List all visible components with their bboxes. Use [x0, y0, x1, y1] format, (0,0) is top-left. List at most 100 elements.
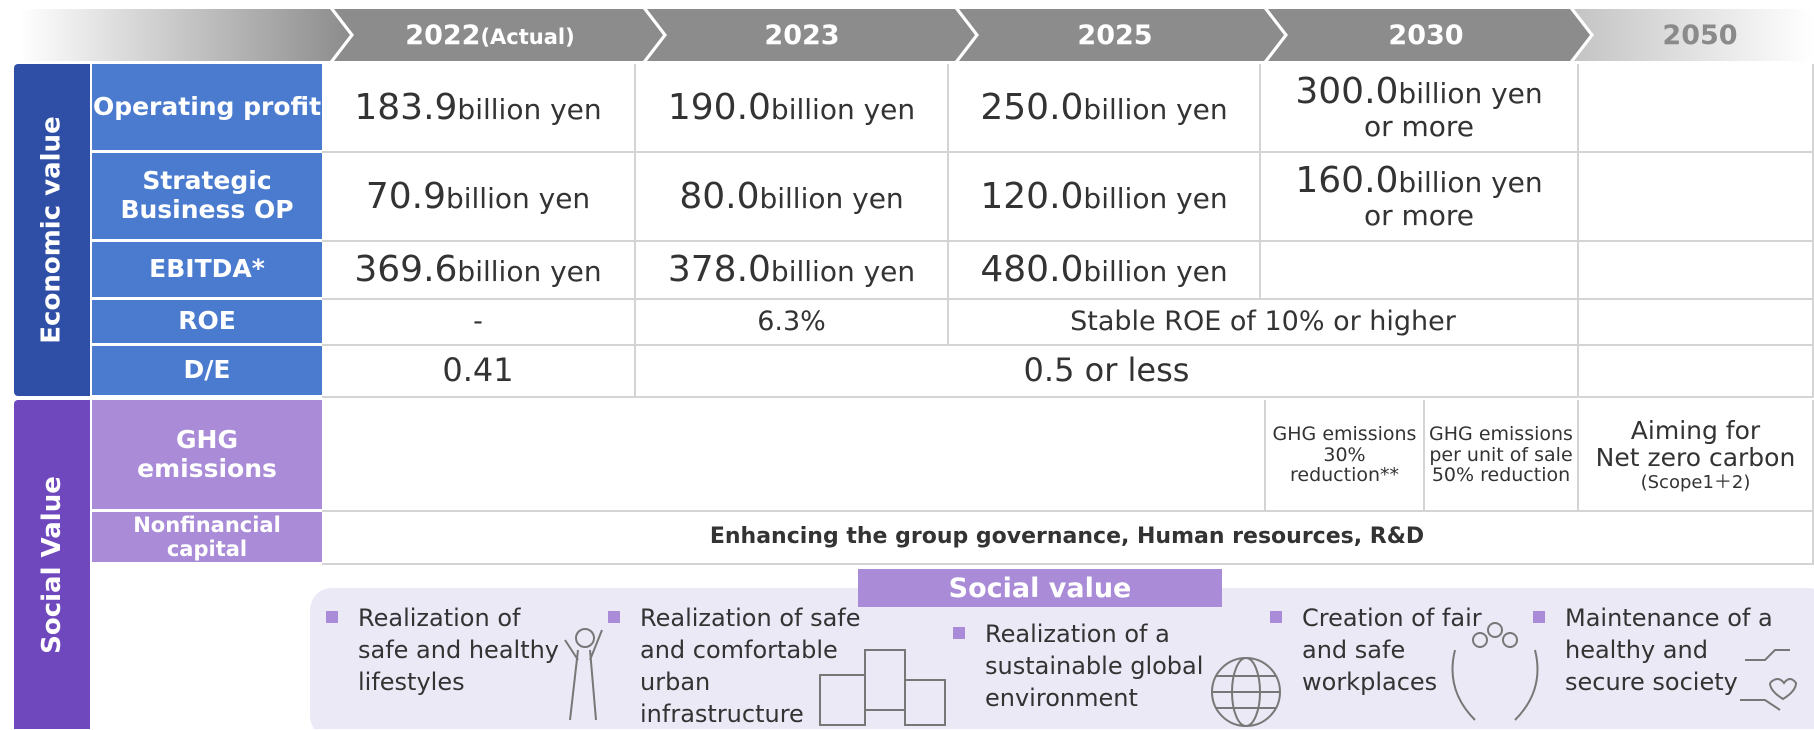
cell: 480.0billion yen — [949, 242, 1261, 300]
value: 70.9 — [365, 175, 446, 217]
cell: Aiming for Net zero carbon (Scope1＋2) — [1579, 400, 1814, 512]
year: 2023 — [764, 19, 840, 51]
row-label: Nonfinancial capital — [92, 512, 322, 565]
header-year: 2023 — [652, 9, 952, 61]
label-line: D/E — [183, 355, 231, 385]
value-line: 300.0billion yen — [1295, 72, 1542, 112]
cell: GHG emissions per unit of sale 50% reducti… — [1425, 400, 1579, 512]
cell-text: 6.3% — [757, 306, 826, 338]
social-value-title: Social value — [858, 569, 1222, 607]
suffix: or more — [1363, 198, 1475, 232]
item-line: Creation of fair — [1302, 604, 1482, 632]
label-line: GHG — [176, 424, 238, 454]
section-label: Social Value — [14, 400, 90, 729]
icons — [564, 622, 1798, 727]
bullet — [608, 611, 620, 623]
value: 160.0 — [1295, 160, 1399, 202]
row-label: ROE — [92, 300, 322, 346]
item: Realization of a sustainable global enviro… — [985, 618, 1203, 714]
empty-cell — [1261, 242, 1579, 300]
value-line: 190.0billion yen — [668, 87, 916, 128]
empty-cell — [322, 400, 1266, 512]
item-line: infrastructure — [640, 700, 804, 728]
cell: 300.0billion yen or more — [1261, 64, 1579, 153]
cell: 6.3% — [636, 300, 949, 346]
value: 0.41 — [442, 351, 514, 390]
bullet — [953, 627, 965, 639]
unit: billion yen — [1398, 77, 1543, 111]
year: 2050 — [1662, 19, 1738, 51]
unit: billion yen — [1083, 255, 1228, 289]
value-line: 183.9billion yen — [354, 86, 602, 128]
cell: 160.0billion yen or more — [1261, 153, 1579, 242]
unit: billion yen — [457, 255, 602, 289]
empty-cell — [1579, 153, 1814, 242]
bullet — [326, 611, 338, 623]
value-line: 80.0billion yen — [679, 175, 904, 217]
value-line: 369.6billion yen — [354, 250, 601, 290]
value-line: 0.41 — [442, 353, 513, 388]
item-line: Maintenance of a — [1565, 604, 1773, 632]
label-line: Strategic — [142, 166, 272, 196]
unit: billion yen — [445, 181, 591, 215]
value-line: 0.5 or less — [1024, 353, 1190, 388]
text-line: 50% reduction — [1431, 464, 1571, 487]
cell: Stable ROE of 10% or higher — [949, 300, 1579, 346]
item-line: and safe — [1302, 636, 1406, 664]
cell: 80.0billion yen — [636, 153, 949, 242]
year: 2030 — [1388, 19, 1464, 51]
header-arrow — [1268, 9, 1590, 61]
value-line: 378.0billion yen — [668, 250, 915, 290]
unit: billion yen — [770, 92, 916, 126]
value-line: 160.0billion yen — [1295, 161, 1542, 201]
text-line: 30% reduction** — [1289, 443, 1400, 487]
cell: GHG emissions 30% reduction** — [1266, 400, 1425, 512]
item: Creation of fair and safe workplaces — [1302, 602, 1482, 698]
item-line: lifestyles — [358, 668, 465, 696]
header-year: 2050 — [1550, 9, 1814, 61]
item-line: secure society — [1565, 668, 1738, 696]
unit: billion yen — [1083, 92, 1228, 126]
empty-cell — [1579, 300, 1814, 346]
cell: 0.41 — [322, 346, 636, 398]
row-label: D/E — [92, 346, 322, 398]
item-line: and comfortable — [640, 636, 838, 664]
item-line: Realization of safe — [640, 604, 861, 632]
cell: 120.0billion yen — [949, 153, 1261, 242]
item-line: safe and healthy — [358, 636, 560, 664]
item: Maintenance of a healthy and secure societ… — [1565, 602, 1773, 698]
year: 2022 — [405, 19, 481, 51]
text-line: GHG emissions — [1272, 422, 1417, 445]
header-arrow — [647, 9, 975, 61]
bullet — [1270, 611, 1282, 623]
header-arrow — [20, 9, 350, 61]
cell: 70.9billion yen — [322, 153, 636, 242]
cell-text: - — [473, 306, 483, 338]
label-line: Operating profit — [92, 91, 322, 121]
cell: 183.9billion yen — [322, 64, 636, 153]
row-label: EBITDA* — [92, 242, 322, 300]
unit: billion yen — [759, 181, 904, 215]
value: 300.0 — [1295, 71, 1399, 113]
label-line: emissions — [137, 453, 277, 483]
value: 183.9 — [354, 86, 458, 128]
unit: billion yen — [457, 92, 602, 126]
cell: 378.0billion yen — [636, 242, 949, 300]
item-line: workplaces — [1302, 668, 1438, 696]
value: 250.0 — [980, 86, 1084, 128]
cell: 369.6billion yen — [322, 242, 636, 300]
value: 369.6 — [354, 249, 458, 291]
year-note: (Actual) — [480, 25, 575, 49]
header-arrow — [1574, 9, 1814, 61]
value-line: 120.0billion yen — [980, 176, 1228, 217]
value: 80.0 — [679, 175, 760, 217]
unit: billion yen — [1083, 181, 1228, 215]
row-label: Operating profit — [92, 64, 322, 153]
text-line: Net zero carbon — [1595, 443, 1796, 473]
header-arrow — [334, 9, 663, 61]
header-year: 2025 — [965, 9, 1265, 61]
header-arrow — [959, 9, 1284, 61]
header-year: 2030 — [1276, 9, 1576, 61]
